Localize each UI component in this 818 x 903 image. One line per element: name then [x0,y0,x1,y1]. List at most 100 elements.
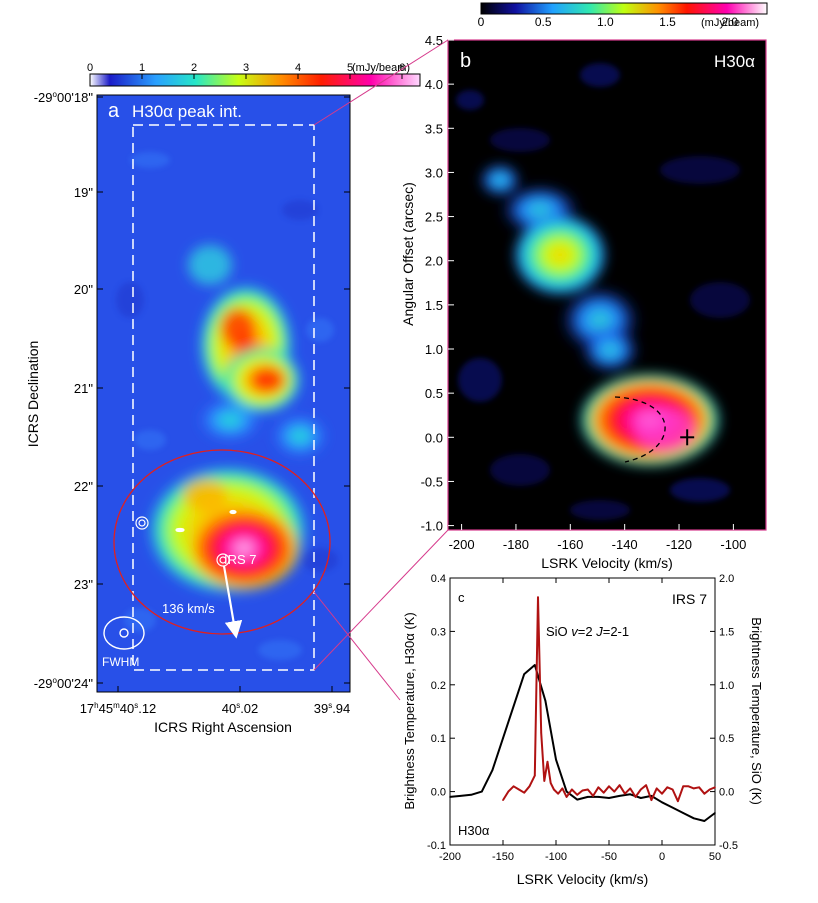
sio-point [650,799,653,801]
h30-point [449,796,451,798]
colorbar-a-tick-label: 1 [139,62,145,74]
x-tick-label-b: -200 [449,537,475,552]
sio-series-line [502,596,716,803]
x-tick-label-b: -140 [612,537,638,552]
h30-point [714,812,716,814]
y-tick-label-c-left: 0.4 [431,573,446,585]
y-tick-label-a: 20" [74,282,93,297]
sio-point [613,790,616,793]
colorbar-b-tick-label: 1.0 [597,15,614,29]
h30-point [491,769,494,772]
x-tick-label-c: -200 [439,851,461,863]
sio-point [543,780,546,782]
sio-point [518,788,520,791]
sio-point [587,788,589,791]
sio-point [549,782,552,784]
heatmap-a-frame [96,94,351,693]
y-tick-label-a: -29o00'24" [34,676,94,691]
heatmap-a-image [97,95,350,692]
colorbar-b-unit: (mJy/beam) [701,17,759,29]
sio-point [687,785,690,788]
colorbar-a-tick-label: 5 [347,62,353,74]
y-tick-label-b: 4.0 [425,77,443,92]
fit-ellipse-curve [614,396,666,463]
h30-legend-label: H30α [458,823,490,838]
y-tick-label-b: 1.0 [425,342,443,357]
h30-series-line [449,664,716,822]
sio-point [703,792,706,795]
colorbar-a-ticks: 0 1 2 3 4 5 6(mJy/beam) [87,62,410,79]
panel-c-plot: -200 -150 -100 -50 0 50 -0.1 0.0 0.1 0.2 0.3 0.4 -0.… [402,573,764,887]
sio-point [661,792,663,795]
h30-point [565,790,568,793]
x-tick-label-b: -160 [557,537,583,552]
sio-point [537,596,539,599]
colorbar-a-tick-label: 0 [87,62,93,74]
sio-point [671,788,674,791]
h30-point [608,797,610,799]
sio-point [512,785,515,788]
x-tick-label-a: 39s.94 [314,701,351,716]
sio-point [540,732,542,734]
y-tick-label-b: 0.5 [425,386,443,401]
y-axis-label-a: ICRS Declination [25,341,41,448]
x-axis-label-a: ICRS Right Ascension [154,719,292,735]
sio-point [576,794,578,796]
sio-point [655,787,658,790]
colorbar-b-tick-label: 0.5 [535,15,552,29]
h30-point [640,797,642,799]
panel-a-letter: a [108,100,120,122]
h30-point [661,801,663,804]
panel-c-letter: c [458,590,465,605]
irs7-circle [113,449,331,635]
colorbar-b [480,2,768,15]
connector-lines [313,39,449,701]
panel-b-title: H30α [714,52,755,71]
colorbar-a [89,73,421,87]
beam-ellipse [103,616,145,650]
sio-point [592,795,594,797]
y-axis-label-b: Angular Offset (arcsec) [400,182,416,326]
h30-point [502,737,504,739]
x-axis-label-c: LSRK Velocity (km/s) [517,871,648,887]
x-tick-label-b: -100 [720,537,746,552]
x-tick-label-b: -120 [666,537,692,552]
h30-point [576,798,578,801]
sio-point [565,796,568,798]
sio-point [523,791,525,794]
sio-point [618,784,621,786]
sio-point [581,789,584,792]
panel-c: -200 -150 -100 -50 0 50 -0.1 0.0 0.1 0.2 0.3 0.4 -0.… [402,573,764,887]
y-tick-label-c-left: 0.2 [431,680,446,692]
x-tick-label-b: -180 [503,537,529,552]
h30-point [671,806,674,809]
y-tick-label-b: 2.0 [425,254,443,269]
h30-point [470,794,473,796]
irs7-marker-cross [680,429,695,446]
sio-point [528,785,531,788]
h30-point [693,817,695,820]
heatmap-b-frame [447,39,767,531]
h30-point [618,795,621,797]
proper-motion-arrow [222,565,243,639]
slit-region-box [132,124,315,671]
sio-point [561,787,564,790]
h30-point [597,796,600,798]
colorbar-a-tick-label: 2 [191,62,197,74]
sio-point [502,799,504,801]
y-tick-label-c-right: 1.5 [719,626,734,638]
x-tick-label-c: -50 [601,851,617,863]
h30-point [534,664,536,666]
colorbar-a-tick-label: 6 [399,62,405,74]
x-tick-label-c: 50 [709,851,721,863]
h30-point [629,793,631,796]
sio-point [645,784,647,786]
y-tick-label-a: 22" [74,479,93,494]
h30-point [481,790,483,793]
panel-c-title: IRS 7 [672,591,707,607]
sio-point [507,790,510,793]
sio-point [597,786,600,789]
h30-point [555,758,557,761]
x-tick-label-c: 0 [659,851,665,863]
